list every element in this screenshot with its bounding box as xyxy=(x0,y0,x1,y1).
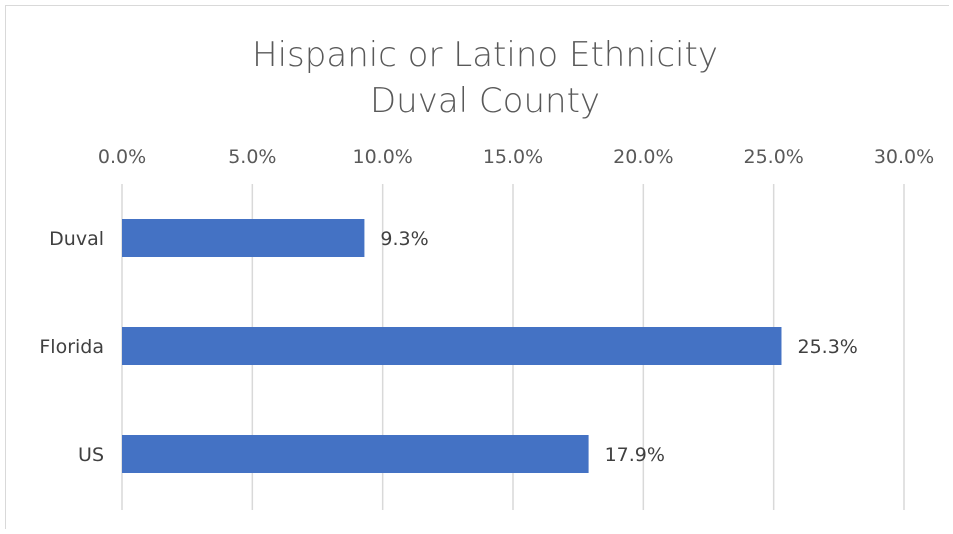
category-label: Duval xyxy=(49,228,104,250)
bar-us xyxy=(122,435,589,473)
chart-subtitle: Duval County xyxy=(370,81,600,121)
bar-duval xyxy=(122,219,365,257)
x-axis-ticks: 0.0% 5.0% 10.0% 15.0% 20.0% 25.0% 30.0% xyxy=(98,146,934,168)
bars xyxy=(122,219,782,473)
category-label: US xyxy=(78,444,104,466)
data-label: 25.3% xyxy=(797,336,857,358)
x-tick-label: 25.0% xyxy=(743,146,803,168)
x-tick-label: 10.0% xyxy=(352,146,412,168)
category-labels: Duval Florida US xyxy=(39,228,104,466)
data-label: 17.9% xyxy=(605,444,665,466)
category-label: Florida xyxy=(39,336,104,358)
data-label: 9.3% xyxy=(380,228,428,250)
x-tick-label: 30.0% xyxy=(874,146,934,168)
chart-title: Hispanic or Latino Ethnicity xyxy=(252,35,718,75)
x-tick-label: 5.0% xyxy=(228,146,276,168)
x-tick-label: 15.0% xyxy=(483,146,543,168)
x-tick-label: 0.0% xyxy=(98,146,146,168)
data-labels: 9.3% 25.3% 17.9% xyxy=(380,228,857,466)
x-tick-label: 20.0% xyxy=(613,146,673,168)
bar-florida xyxy=(122,327,782,365)
